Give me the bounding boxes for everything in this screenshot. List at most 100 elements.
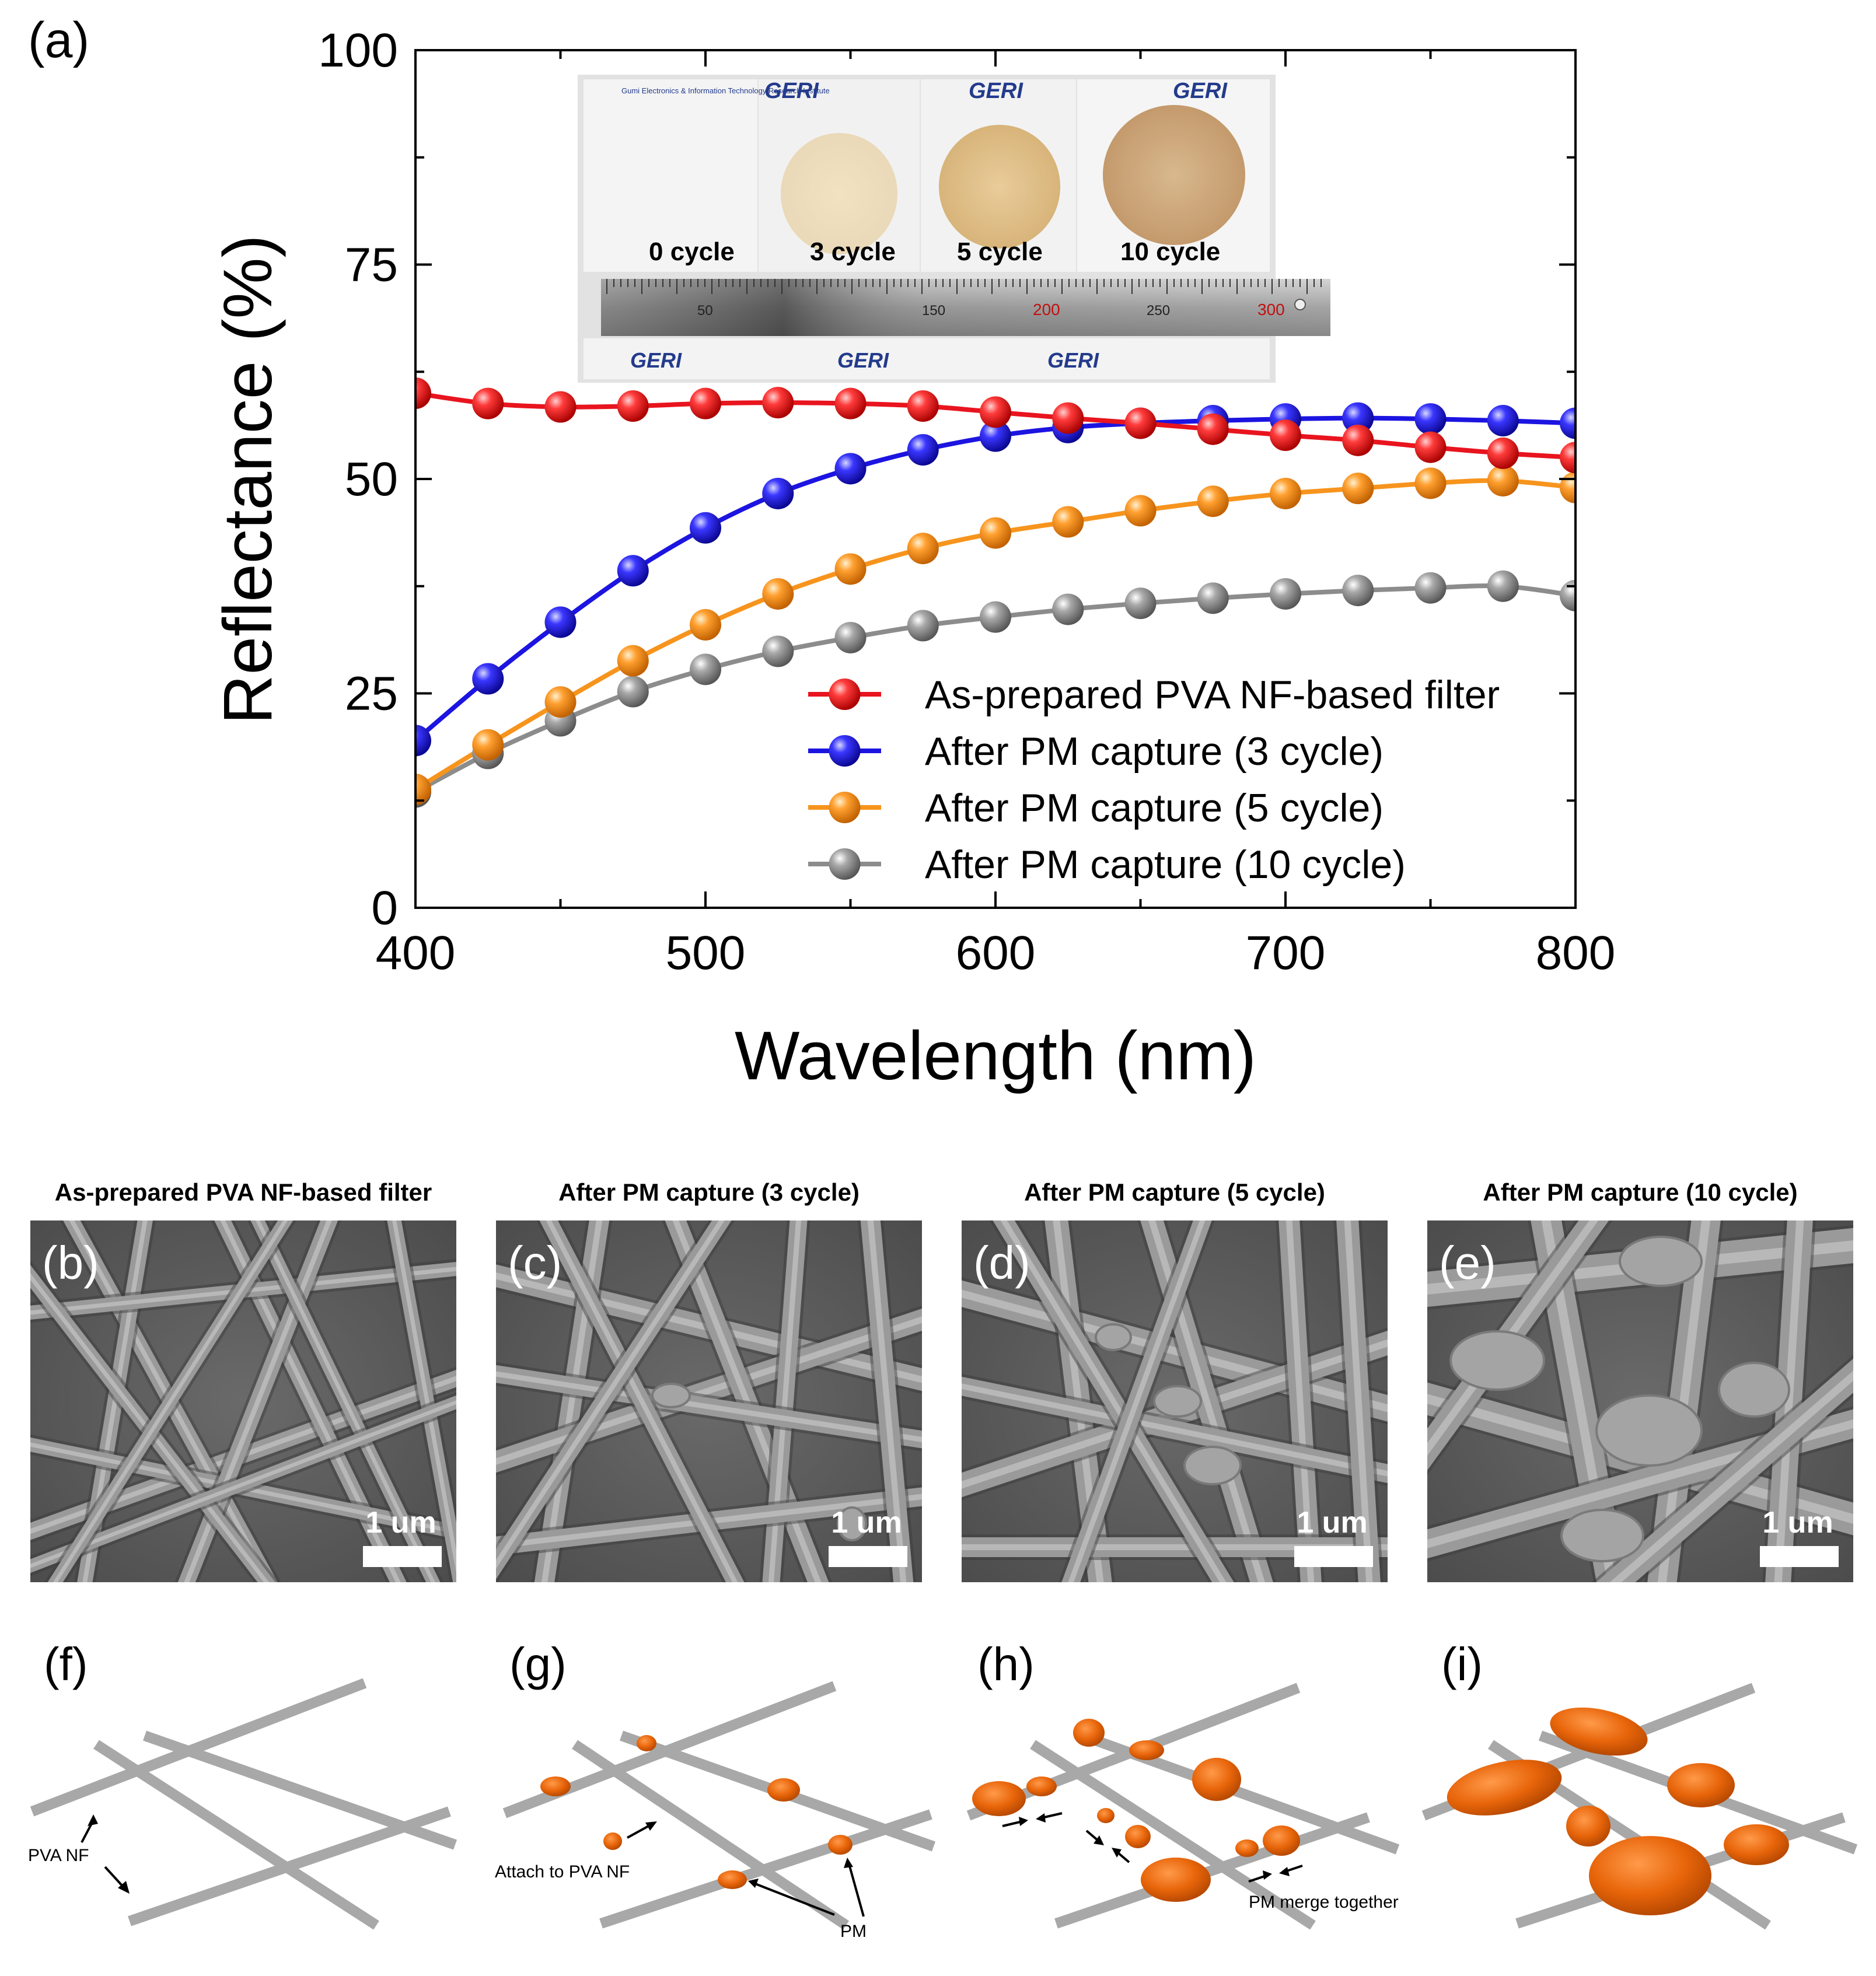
ruler-shade	[601, 279, 1330, 336]
fiber-highlight	[1148, 1220, 1265, 1582]
pm-aggregate	[1589, 1836, 1711, 1915]
y-axis-title: Reflectance (%)	[209, 235, 287, 724]
series-0-point	[762, 387, 794, 419]
series-0-point	[415, 377, 431, 409]
pm-aggregate	[1667, 1763, 1735, 1807]
sem-panel-label: (b)	[42, 1237, 99, 1289]
series-3-point	[1124, 587, 1157, 620]
sem-title: After PM capture (3 cycle)	[558, 1178, 860, 1206]
inset-label-10-cycle: 10 cycle	[1120, 237, 1220, 266]
sem-title: After PM capture (5 cycle)	[1024, 1178, 1325, 1206]
fiber-highlight	[962, 1289, 1388, 1412]
axis-tick-labels: 400 500 600 700 800 0 25 50 75 100	[318, 24, 1615, 980]
arrowhead-h4	[1112, 1848, 1122, 1858]
fiber-f-2	[93, 1740, 379, 1930]
sem-title: As-prepared PVA NF-based filter	[55, 1178, 432, 1206]
series-0-point	[1560, 442, 1575, 474]
pm-aggregate	[1566, 1806, 1611, 1846]
bottom-sheet	[584, 338, 1270, 379]
geri-logo-4: GERI	[630, 348, 682, 372]
pm-particle	[767, 1778, 800, 1802]
pm-particle	[1073, 1719, 1105, 1747]
annotation-merge: PM merge together	[1249, 1893, 1399, 1912]
geri-logo-6: GERI	[1047, 348, 1099, 372]
series-1-point	[980, 420, 1011, 452]
series-3-point	[617, 676, 649, 708]
pm-particle	[603, 1832, 622, 1850]
pm-spot-5cycle	[939, 125, 1060, 249]
inset-label-0-cycle: 0 cycle	[649, 237, 735, 266]
ruler-num-250: 250	[1147, 303, 1170, 319]
fiber-highlight	[30, 1400, 456, 1568]
arrowhead-h5	[1263, 1870, 1272, 1880]
series-0-point	[1270, 419, 1301, 452]
sem-fibers	[496, 1220, 922, 1582]
legend-label-2: After PM capture (5 cycle)	[925, 786, 1384, 830]
series-0-point	[1487, 437, 1519, 469]
arrowhead-g1	[645, 1821, 657, 1831]
scale-bar	[829, 1546, 907, 1567]
sem-fibers	[30, 1220, 456, 1582]
series-2-point	[1414, 467, 1447, 499]
sem-panel-e: After PM capture (10 cycle) (e) 1 um	[1427, 1178, 1853, 1582]
arrow-line-g1	[627, 1824, 651, 1839]
sem-panels: As-prepared PVA NF-based filter(b)1 umAf…	[30, 1178, 1853, 1582]
series-0-point	[1052, 402, 1084, 434]
geri-logo-1: GERI	[764, 79, 819, 103]
geri-logo-3: GERI	[1173, 79, 1228, 103]
series-2-point	[472, 729, 504, 761]
scale-bar	[1294, 1546, 1373, 1567]
series-2-point	[834, 553, 867, 585]
series-2-point	[907, 533, 939, 565]
pm-particle	[828, 1835, 853, 1855]
series-3-point	[1052, 593, 1084, 625]
annotation-attach: Attach to PVA NF	[495, 1862, 630, 1881]
sem-panel-label: (d)	[973, 1237, 1030, 1289]
series-3-point	[1414, 572, 1447, 604]
fiber-f-4	[128, 1806, 451, 1926]
fiber-highlight	[541, 1220, 603, 1582]
fiber-highlight	[53, 1220, 288, 1582]
legend-marker-1	[829, 735, 861, 767]
pm-particle	[1026, 1776, 1057, 1796]
sem-panel-d: After PM capture (5 cycle) (d) 1 um	[962, 1178, 1388, 1582]
series-2-point	[544, 686, 577, 718]
series-1-point	[415, 725, 431, 757]
series-2-point	[1270, 477, 1301, 509]
series-3-point	[834, 621, 867, 653]
y-tick-label: 50	[345, 453, 398, 506]
axis-ticks	[414, 49, 1577, 909]
arrowhead-h2	[1036, 1813, 1046, 1823]
series-2-point	[1052, 506, 1084, 538]
series-2-point	[1487, 464, 1519, 496]
ruler-num-300: 300	[1257, 300, 1285, 319]
series-3-point	[1197, 582, 1229, 614]
pm-particle	[1125, 1825, 1151, 1848]
pm-spot-3cycle	[781, 133, 897, 254]
sem-fibers	[1427, 1220, 1853, 1582]
series-1-point	[907, 434, 939, 466]
x-tick-label: 500	[666, 926, 746, 980]
pm-particle	[1235, 1839, 1259, 1857]
ruler-num-150: 150	[922, 303, 945, 319]
annotation-pva-nf: PVA NF	[28, 1846, 89, 1865]
x-axis-title: Wavelength (nm)	[735, 1017, 1256, 1094]
sem-title: After PM capture (10 cycle)	[1483, 1178, 1797, 1206]
arrowhead-h3	[1094, 1835, 1104, 1845]
inset-label-3-cycle: 3 cycle	[810, 237, 896, 266]
pm-spot-10cycle	[1103, 105, 1245, 245]
sem-pm-bead	[1619, 1236, 1703, 1287]
series-3-point	[907, 610, 939, 642]
series-0-point	[1124, 407, 1157, 439]
fiber-highlight	[1609, 1370, 1853, 1582]
plot-area	[415, 377, 1575, 808]
fiber-g-2	[572, 1740, 849, 1930]
series-2-point	[1124, 495, 1157, 527]
series-1-point	[690, 512, 721, 544]
series-2-point	[1342, 473, 1374, 505]
pm-particle	[1141, 1858, 1211, 1902]
y-tick-label: 100	[318, 24, 398, 77]
series-2-point	[617, 645, 649, 677]
inset-photo: Gumi Electronics & Information Technolog…	[578, 75, 1330, 383]
pm-particle	[637, 1735, 656, 1751]
